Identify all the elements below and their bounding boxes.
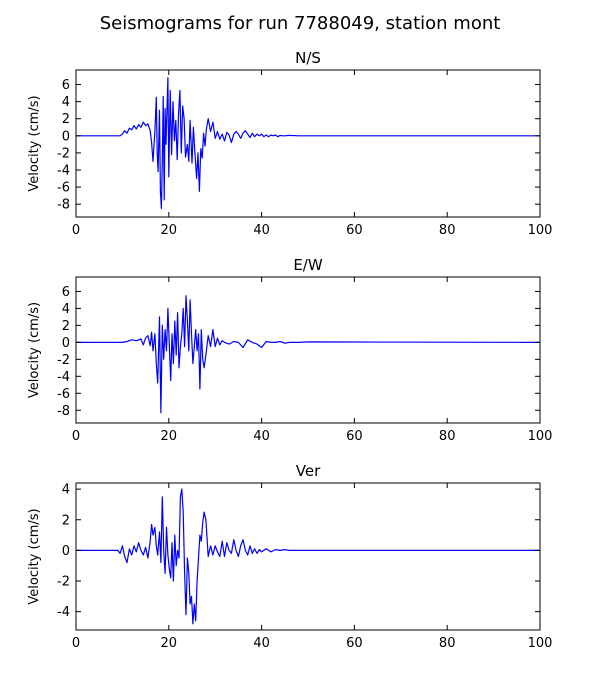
x-tick-label: 60 — [346, 223, 363, 238]
x-tick-label: 20 — [161, 636, 178, 651]
y-tick-label: 0 — [62, 129, 70, 144]
panel-1: E/W Velocity (cm/s) 0 20 40 60 80 100 -8 -6 -4 -2 0 2… — [27, 256, 552, 444]
y-tick-label: 2 — [62, 319, 70, 334]
x-tick-label: 60 — [346, 429, 363, 444]
y-tick-label: -4 — [57, 163, 70, 178]
panel-title: E/W — [293, 256, 323, 274]
y-tick-label: -8 — [57, 404, 70, 419]
x-tick-label: 80 — [439, 223, 456, 238]
y-tick-label: 4 — [62, 302, 70, 317]
panel-0: N/S Velocity (cm/s) 0 20 40 60 80 100 -8 -6 -4 -2 0 2… — [27, 49, 552, 238]
y-axis-label: Velocity (cm/s) — [27, 302, 42, 398]
x-tick-label: 80 — [439, 636, 456, 651]
velocity-trace — [76, 77, 540, 210]
x-tick-label: 40 — [253, 223, 270, 238]
y-tick-label: 0 — [62, 544, 70, 559]
x-tick-label: 100 — [528, 636, 553, 651]
y-tick-label: 2 — [62, 513, 70, 528]
x-tick-label: 40 — [253, 636, 270, 651]
y-tick-label: -2 — [57, 353, 70, 368]
y-tick-label: -2 — [57, 575, 70, 590]
y-tick-label: 4 — [62, 95, 70, 110]
y-tick-label: 6 — [62, 285, 70, 300]
y-tick-label: -4 — [57, 370, 70, 385]
y-tick-label: -8 — [57, 198, 70, 213]
x-tick-label: 80 — [439, 429, 456, 444]
y-tick-label: 0 — [62, 336, 70, 351]
y-tick-label: 2 — [62, 112, 70, 127]
y-tick-label: 4 — [62, 483, 70, 498]
panel-title: N/S — [295, 49, 321, 67]
figure-title: Seismograms for run 7788049, station mon… — [100, 13, 501, 34]
axes-frame — [75, 482, 541, 631]
x-tick-label: 60 — [346, 636, 363, 651]
panel-title: Ver — [296, 462, 321, 480]
x-tick-label: 40 — [253, 429, 270, 444]
panel-2: Ver Velocity (cm/s) 0 20 40 60 80 100 -4 -2 0 2 4 — [27, 462, 552, 651]
velocity-trace — [76, 295, 541, 414]
y-tick-label: -6 — [57, 181, 70, 196]
y-axis-label: Velocity (cm/s) — [27, 95, 42, 191]
x-tick-label: 20 — [161, 429, 178, 444]
x-tick-label: 100 — [528, 223, 553, 238]
x-tick-label: 0 — [72, 223, 80, 238]
axes-frame — [75, 69, 541, 218]
y-axis-label: Velocity (cm/s) — [27, 508, 42, 604]
x-tick-label: 100 — [528, 429, 553, 444]
y-tick-label: -6 — [57, 387, 70, 402]
x-tick-label: 0 — [72, 429, 80, 444]
velocity-trace — [76, 488, 540, 625]
y-tick-label: -2 — [57, 146, 70, 161]
axes-frame — [75, 276, 541, 424]
x-tick-label: 20 — [161, 223, 178, 238]
x-tick-label: 0 — [72, 636, 80, 651]
y-tick-label: -4 — [57, 605, 70, 620]
y-tick-label: 6 — [62, 78, 70, 93]
